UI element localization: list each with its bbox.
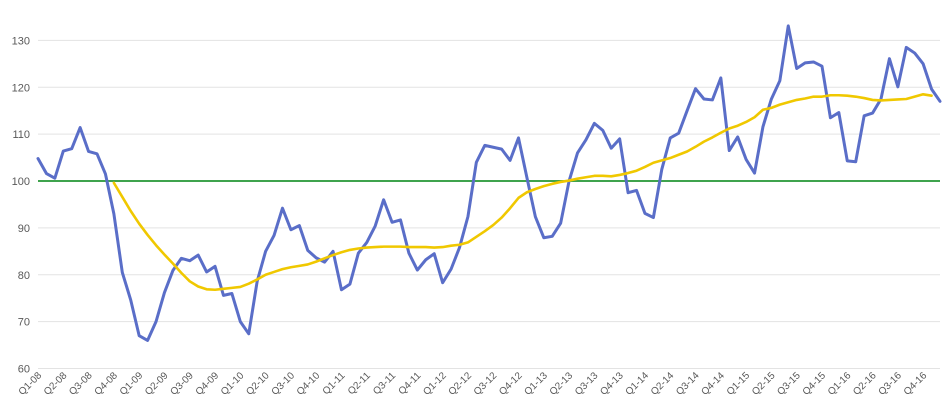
y-tick-label: 110 — [12, 129, 30, 141]
x-tick-label: Q3-08 — [67, 370, 95, 398]
y-tick-label: 100 — [12, 176, 30, 188]
x-tick-label: Q3-11 — [371, 370, 398, 397]
x-tick-label: Q2-14 — [649, 370, 677, 398]
x-tick-label: Q1-14 — [624, 370, 652, 398]
x-tick-label: Q4-11 — [397, 370, 424, 397]
x-tick-label: Q2-09 — [143, 370, 171, 398]
x-tick-label: Q2-11 — [346, 370, 373, 397]
x-tick-label: Q1-12 — [421, 370, 449, 398]
x-tick-label: Q3-09 — [168, 370, 196, 398]
y-tick-label: 120 — [12, 82, 30, 94]
x-tick-label: Q1-16 — [826, 370, 854, 398]
series-line-1 — [36, 24, 942, 342]
x-tick-label: Q2-12 — [447, 370, 475, 398]
gridlines — [38, 39, 940, 369]
x-tick-label: Q1-13 — [522, 370, 550, 398]
x-tick-label: Q4-14 — [700, 370, 728, 398]
series-line-2 — [112, 93, 933, 292]
x-tick-label: Q4-12 — [497, 370, 525, 398]
x-tick-label: Q1-09 — [118, 370, 146, 398]
x-tick-label: Q3-16 — [877, 370, 905, 398]
series-lines — [36, 24, 942, 342]
x-tick-label: Q1-15 — [725, 370, 753, 398]
x-tick-label: Q2-08 — [42, 370, 70, 398]
x-tick-label: Q1-11 — [321, 370, 348, 397]
x-tick-label: Q4-09 — [194, 370, 222, 398]
x-tick-label: Q3-15 — [775, 370, 803, 398]
x-tick-label: Q2-13 — [548, 370, 576, 398]
x-tick-label: Q3-10 — [270, 370, 298, 398]
y-tick-label: 80 — [18, 270, 30, 282]
y-tick-label: 60 — [18, 364, 30, 376]
x-tick-label: Q3-14 — [674, 370, 702, 398]
y-tick-label: 70 — [18, 317, 30, 329]
x-tick-label: Q4-10 — [295, 370, 323, 398]
y-tick-label: 90 — [18, 223, 30, 235]
y-tick-label: 130 — [12, 35, 30, 47]
x-tick-label: Q4-13 — [598, 370, 626, 398]
x-axis-tick-labels: Q1-08Q2-08Q3-08Q4-08Q1-09Q2-09Q3-09Q4-09… — [17, 370, 930, 398]
x-tick-label: Q1-10 — [219, 370, 247, 398]
x-tick-label: Q2-15 — [750, 370, 778, 398]
x-tick-label: Q3-12 — [472, 370, 500, 398]
x-tick-label: Q2-10 — [244, 370, 272, 398]
x-tick-label: Q4-16 — [902, 370, 930, 398]
y-axis-tick-labels: 60 70 80 90 100 110 120 130 — [12, 35, 30, 375]
x-tick-label: Q4-08 — [93, 370, 121, 398]
x-tick-label: Q3-13 — [573, 370, 601, 398]
x-tick-label: Q2-16 — [851, 370, 879, 398]
x-tick-label: Q4-15 — [801, 370, 829, 398]
